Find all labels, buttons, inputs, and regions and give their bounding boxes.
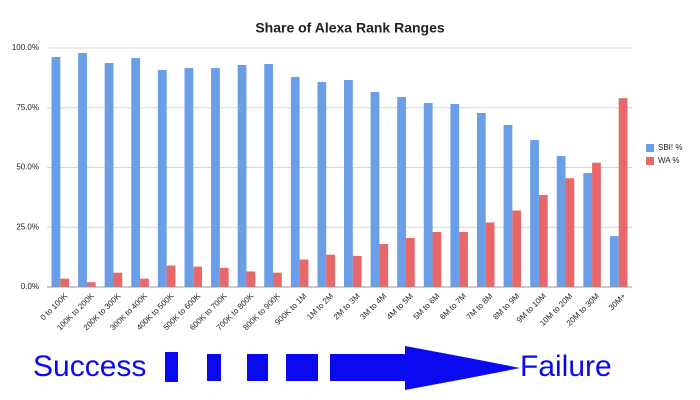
bar [485,222,495,287]
arrow-block [165,352,178,382]
bar [530,140,539,287]
y-tick-label: 50.0% [16,163,39,172]
x-tick-label: 5M to 6M [412,291,442,321]
bar [86,282,96,287]
arrow-block [207,354,221,381]
bar [290,76,300,287]
bar [317,81,327,287]
bar [157,69,167,287]
x-tick-label: 7M to 8M [465,291,495,321]
bar [131,58,141,288]
legend-label: SBI! % [658,143,682,152]
bar [370,91,380,287]
bar [264,64,274,287]
annotation: Success [33,350,146,383]
bar [592,162,601,287]
annotation: Failure [520,350,612,383]
progress-arrow [165,346,520,390]
bar [113,272,123,287]
x-tick-label: 6M to 7M [438,291,468,321]
y-tick-label: 100.0% [12,43,39,52]
bar [326,254,335,287]
x-tick-label: 1M to 2M [305,291,335,321]
x-tick-label: 4M to 5M [385,291,415,321]
bar [512,210,522,287]
bar [352,255,362,287]
bar [432,232,442,287]
y-tick-label: 25.0% [16,222,39,231]
arrow-block [247,354,268,381]
bar [193,266,203,287]
bar [405,238,415,287]
bar [503,124,513,287]
bar [166,265,176,287]
bar [609,236,619,287]
bar [51,57,61,287]
bar [397,96,406,288]
bar [219,267,229,287]
bar [459,232,468,287]
y-tick-label: 0.0% [21,282,39,291]
y-tick-label: 75.0% [16,103,39,112]
bar [78,53,87,288]
bar [344,80,353,287]
arrow-head [330,346,520,390]
x-tick-label: 3M to 4M [358,291,388,321]
x-tick-label: 2M to 3M [332,291,362,321]
arrow-block [286,354,318,381]
legend-swatch [646,144,654,152]
bar [237,64,247,288]
bar [565,178,575,287]
x-tick-label: 30M+ [607,291,628,312]
bar [556,156,566,287]
bar [379,243,389,287]
bar [273,272,282,287]
bar [450,103,460,288]
legend-swatch [646,157,654,165]
bar [538,194,548,287]
bar [211,68,220,288]
bar [246,271,256,287]
chart-title: Share of Alexa Rank Ranges [255,20,445,36]
bar [583,172,593,287]
bar [60,278,70,287]
bar [476,113,486,288]
bar [184,68,194,288]
bar [299,259,309,287]
bar [140,278,149,287]
bar [423,102,433,287]
legend-label: WA % [658,156,679,165]
bar [104,63,114,287]
bar [618,98,628,287]
